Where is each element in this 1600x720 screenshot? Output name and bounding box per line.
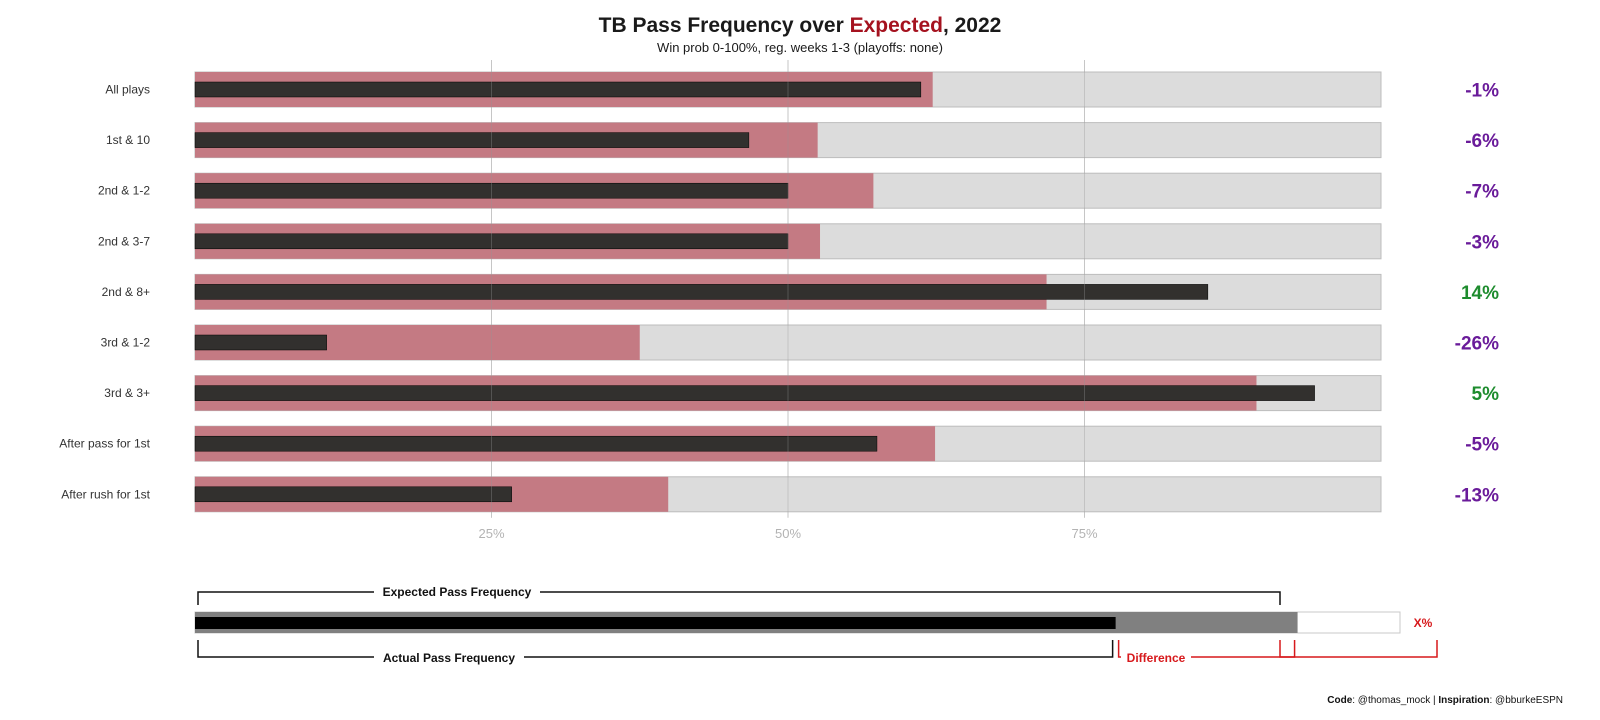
legend-difference-label: Difference: [1127, 651, 1186, 665]
difference-label: 14%: [1461, 283, 1499, 304]
difference-label: -5%: [1465, 435, 1499, 456]
title-suffix: , 2022: [943, 14, 1001, 37]
category-label: 2nd & 8+: [102, 285, 150, 299]
legend-expected-label: Expected Pass Frequency: [383, 585, 532, 599]
actual-bar: [194, 182, 789, 199]
category-label: 2nd & 1-2: [98, 184, 150, 198]
legend-expected-label-bg: [374, 584, 540, 600]
actual-bar: [194, 284, 1209, 300]
caption-code-label: Code: [1327, 695, 1352, 706]
legend-expected-bracket: [197, 591, 1281, 605]
legend-value-label: X%: [1414, 616, 1433, 630]
caption-code-value: : @thomas_mock |: [1352, 695, 1438, 706]
difference-label: -13%: [1455, 485, 1499, 506]
actual-bar: [194, 334, 327, 351]
x-tick-label: 50%: [775, 526, 801, 541]
category-label: 3rd & 1-2: [101, 336, 151, 350]
chart-subtitle: Win prob 0-100%, reg. weeks 1-3 (playoff…: [657, 40, 943, 55]
actual-bar: [194, 486, 512, 503]
legend-actual-bracket: [197, 640, 1114, 658]
difference-label: -26%: [1455, 334, 1499, 355]
difference-label: -6%: [1465, 131, 1499, 152]
legend-actual-label-bg: [374, 650, 524, 666]
bar-row: 3rd & 3+ 5%: [104, 375, 1500, 412]
bar-row: 2nd & 1-2 -7%: [98, 172, 1499, 209]
legend: Expected Pass Frequency X% Actual Pass F…: [194, 584, 1438, 666]
legend-difference-label-bg: [1121, 650, 1191, 666]
x-axis-ticks: 25% 50% 75%: [478, 60, 1098, 541]
bar-rows: All plays -1%1st & 10 -6%2nd & 1-2 -7%2nd &…: [59, 71, 1500, 513]
caption-inspiration-value: : @bburkeESPN: [1489, 695, 1563, 706]
title-prefix: TB Pass Frequency over: [599, 14, 850, 37]
actual-bar: [194, 435, 878, 452]
bar-row: After rush for 1st -13%: [61, 476, 1499, 513]
title-highlight: Expected: [850, 14, 943, 37]
actual-bar: [194, 385, 1315, 401]
caption-inspiration-label: Inspiration: [1438, 695, 1489, 706]
difference-label: -3%: [1465, 232, 1499, 253]
bar-row: 1st & 10 -6%: [106, 122, 1499, 159]
x-tick-label: 75%: [1071, 526, 1097, 541]
legend-difference-bracket: [1117, 640, 1296, 658]
difference-label: 5%: [1472, 384, 1500, 405]
legend-actual-label: Actual Pass Frequency: [383, 651, 515, 665]
caption: Code: @thomas_mock | Inspiration: @bburk…: [1327, 695, 1563, 706]
x-tick-label: 25%: [478, 526, 504, 541]
category-label: All plays: [105, 83, 150, 97]
category-label: After pass for 1st: [59, 437, 150, 451]
actual-bar: [194, 233, 789, 250]
category-label: After rush for 1st: [61, 487, 150, 501]
actual-bar: [194, 81, 922, 98]
difference-label: -1%: [1465, 81, 1499, 102]
legend-value-bracket: [1279, 640, 1438, 658]
bar-row: 3rd & 1-2 -26%: [101, 324, 1499, 361]
difference-label: -7%: [1465, 182, 1499, 203]
category-label: 1st & 10: [106, 133, 150, 147]
chart-title: TB Pass Frequency over Expected, 2022: [599, 14, 1002, 37]
legend-actual-bar: [195, 617, 1116, 629]
category-label: 2nd & 3-7: [98, 234, 150, 248]
actual-bar: [194, 132, 750, 148]
category-label: 3rd & 3+: [104, 386, 150, 400]
bar-row: After pass for 1st -5%: [59, 425, 1499, 462]
bar-row: 2nd & 8+ 14%: [102, 273, 1499, 310]
bar-row: All plays -1%: [105, 71, 1499, 108]
bar-row: 2nd & 3-7 -3%: [98, 223, 1499, 260]
